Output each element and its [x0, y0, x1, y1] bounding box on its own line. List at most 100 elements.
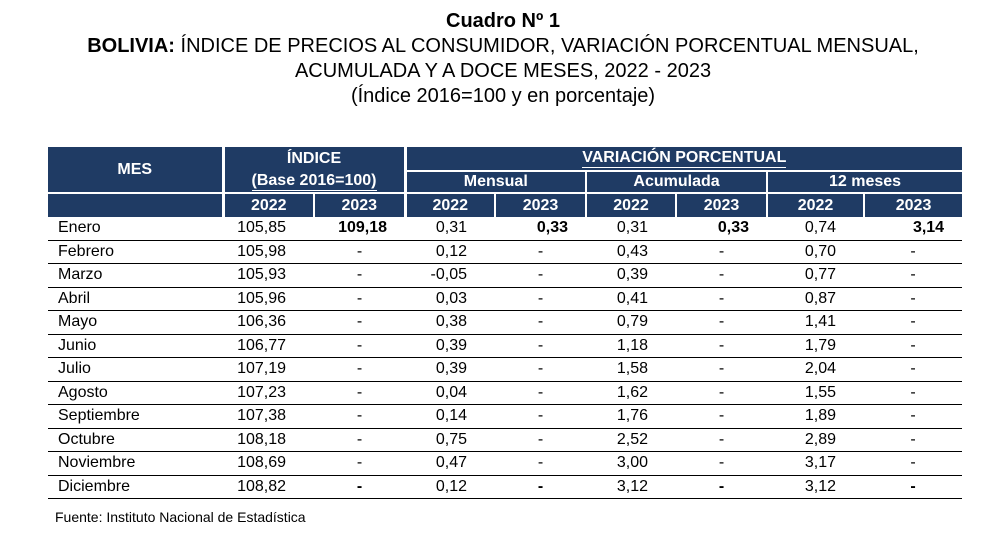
cell-a23: - [676, 357, 768, 382]
header-indice-2022: 2022 [221, 192, 314, 217]
cell-a23: - [676, 404, 768, 429]
cell-a23: - [676, 428, 768, 452]
cell-i22: 106,36 [223, 310, 314, 335]
cell-d22: 1,41 [767, 310, 865, 335]
cell-mes: Noviembre [48, 451, 223, 476]
cell-mes: Junio [48, 334, 223, 358]
cell-a22: 1,62 [586, 381, 677, 405]
cell-a22: 3,12 [586, 475, 677, 499]
cell-m23: - [495, 263, 587, 288]
table-row: Agosto 107,23-0,04-1,62-1,55- [48, 381, 963, 405]
cell-m23: - [495, 381, 587, 405]
cell-m22: -0,05 [405, 263, 496, 288]
header-doce-2023: 2023 [863, 192, 963, 217]
title-rest: ÍNDICE DE PRECIOS AL CONSUMIDOR, VARIACI… [174, 35, 919, 57]
table-row: Mayo 106,36-0,38-0,79-1,41- [48, 310, 963, 335]
cell-mes: Julio [48, 357, 223, 382]
cell-i23: - [314, 381, 406, 405]
cell-i22: 107,19 [223, 357, 314, 382]
cell-mes: Febrero [48, 240, 223, 264]
cell-d22: 1,55 [767, 381, 865, 405]
cell-m22: 0,04 [405, 381, 496, 405]
cell-m23: - [495, 334, 587, 358]
cell-m22: 0,47 [405, 451, 496, 476]
cell-i22: 108,69 [223, 451, 314, 476]
cell-d23: - [864, 287, 963, 311]
table-row: Junio 106,77-0,39-1,18-1,79- [48, 334, 963, 358]
table-row: Enero 105,85 109,18 0,31 0,33 0,31 0,33 0,74 3,1… [48, 217, 963, 241]
cell-m23: - [495, 475, 587, 499]
cell-mes: Diciembre [48, 475, 223, 499]
header-base: (Base 2016=100) [221, 171, 406, 193]
header-acumulada: Acumulada [585, 170, 768, 193]
header-mensual-2023: 2023 [494, 192, 587, 217]
cell-m22: 0,38 [405, 310, 496, 335]
cell-m22: 0,03 [405, 287, 496, 311]
table-number: Cuadro Nº 1 [446, 10, 560, 32]
cell-m23: - [495, 357, 587, 382]
cell-mes: Mayo [48, 310, 223, 335]
header-mensual-2022: 2022 [403, 192, 496, 217]
header-mes: MES [48, 147, 223, 193]
table-row: Noviembre 108,69-0,47-3,00-3,17- [48, 451, 963, 476]
cell-i23: - [314, 334, 406, 358]
title-block: Cuadro Nº 1 BOLIVIA: ÍNDICE DE PRECIOS A… [0, 9, 1006, 109]
cell-mes: Enero [48, 217, 223, 241]
table-row: Octubre 108,18-0,75-2,52-2,89- [48, 428, 963, 452]
cell-d22: 0,74 [767, 217, 865, 241]
cell-m22: 0,12 [405, 475, 496, 499]
cell-a22: 0,41 [586, 287, 677, 311]
cell-mes: Septiembre [48, 404, 223, 429]
cell-d22: 3,12 [767, 475, 865, 499]
header-variacion: VARIACIÓN PORCENTUAL [403, 147, 963, 171]
cell-i23: - [314, 404, 406, 429]
table-row: Diciembre 108,82-0,12-3,12-3,12- [48, 475, 963, 499]
cell-m22: 0,75 [405, 428, 496, 452]
cell-i23: - [314, 475, 406, 499]
cell-d23: - [864, 428, 963, 452]
cell-i22: 107,23 [223, 381, 314, 405]
cell-i23: - [314, 310, 406, 335]
cell-a22: 0,79 [586, 310, 677, 335]
cell-i22: 108,82 [223, 475, 314, 499]
header-indice-2023: 2023 [312, 192, 406, 217]
cell-i23: - [314, 357, 406, 382]
header-doce-2022: 2022 [766, 192, 865, 217]
cell-mes: Octubre [48, 428, 223, 452]
cell-m23: - [495, 240, 587, 264]
table-row: Septiembre 107,38-0,14-1,76-1,89- [48, 404, 963, 429]
cell-a23: - [676, 334, 768, 358]
cell-a23: 0,33 [676, 217, 768, 241]
cell-mes: Abril [48, 287, 223, 311]
table-row: Marzo 105,93- -0,05-0,39-0,77- [48, 263, 963, 288]
cell-m22: 0,39 [405, 357, 496, 382]
cell-i22: 105,96 [223, 287, 314, 311]
table-title-line-1: BOLIVIA: ÍNDICE DE PRECIOS AL CONSUMIDOR… [0, 34, 1006, 59]
cell-i22: 106,77 [223, 334, 314, 358]
header-doce-meses: 12 meses [766, 170, 963, 193]
cell-i23: - [314, 240, 406, 264]
cell-a22: 3,00 [586, 451, 677, 476]
cell-a22: 0,43 [586, 240, 677, 264]
cell-a22: 1,76 [586, 404, 677, 429]
cell-a22: 2,52 [586, 428, 677, 452]
cell-mes: Marzo [48, 263, 223, 288]
cell-a23: - [676, 475, 768, 499]
cpi-table-container: MES ÍNDICE VARIACIÓN PORCENTUAL (Base 20… [48, 147, 963, 499]
cell-i22: 105,93 [223, 263, 314, 288]
cell-a22: 1,18 [586, 334, 677, 358]
cell-d23: - [864, 310, 963, 335]
cell-i22: 107,38 [223, 404, 314, 429]
cell-d23: - [864, 240, 963, 264]
header-acumulada-2022: 2022 [585, 192, 677, 217]
cell-d22: 2,89 [767, 428, 865, 452]
cell-d23: - [864, 334, 963, 358]
table-row: Abril 105,96-0,03-0,41-0,87- [48, 287, 963, 311]
cell-d23: - [864, 451, 963, 476]
cell-i23: - [314, 428, 406, 452]
cell-d22: 0,87 [767, 287, 865, 311]
cell-a22: 0,39 [586, 263, 677, 288]
cell-i23: - [314, 287, 406, 311]
cell-m22: 0,39 [405, 334, 496, 358]
cell-d23: - [864, 263, 963, 288]
